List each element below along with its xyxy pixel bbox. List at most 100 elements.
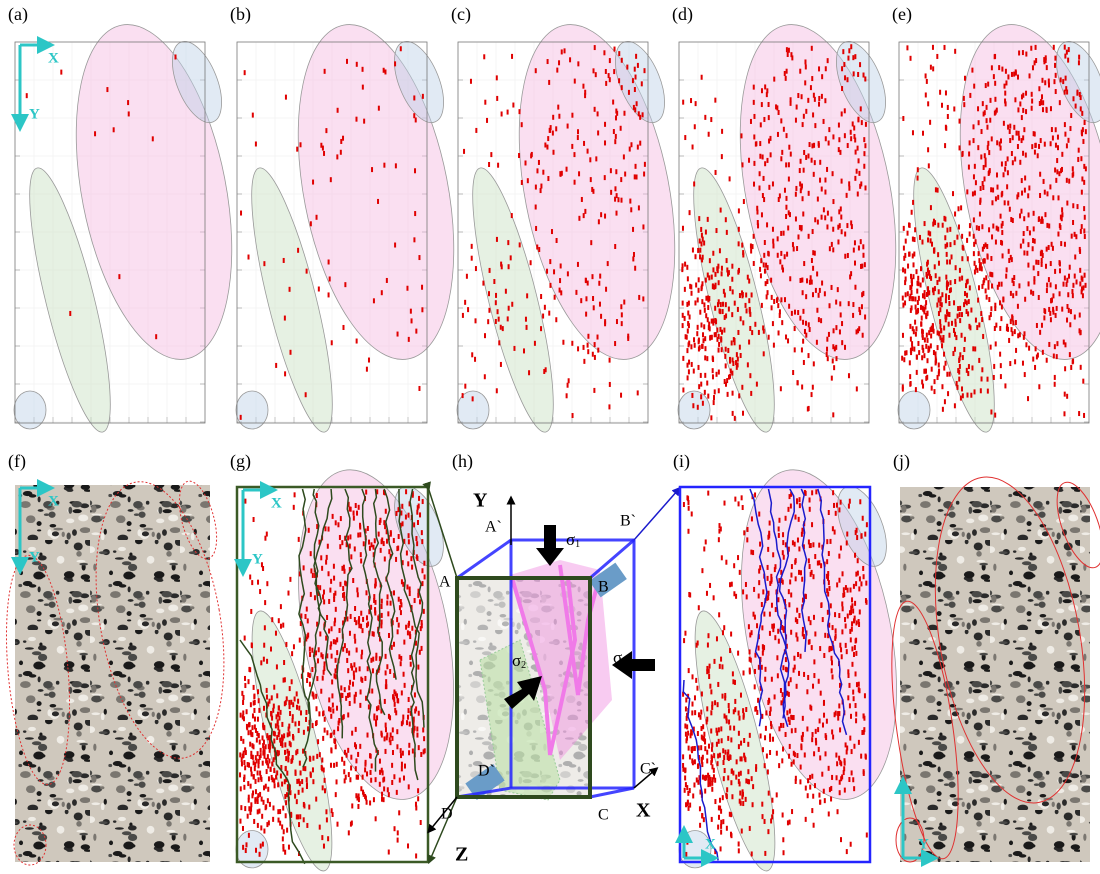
- event-dot: [742, 801, 744, 806]
- event-dot: [408, 513, 410, 518]
- event-dot: [1036, 323, 1038, 328]
- event-dot: [385, 727, 387, 732]
- event-dot: [734, 416, 736, 421]
- event-dot: [248, 833, 250, 838]
- event-dot: [987, 255, 989, 260]
- event-dot: [921, 240, 923, 245]
- event-dot: [732, 411, 734, 416]
- event-dot: [694, 759, 696, 764]
- event-dot: [781, 758, 783, 763]
- event-dot: [345, 775, 347, 780]
- event-dot: [934, 286, 936, 291]
- event-dot: [925, 300, 927, 305]
- event-dot: [865, 598, 867, 603]
- event-dot: [1026, 226, 1028, 231]
- event-dot: [1011, 151, 1013, 156]
- event-dot: [475, 128, 477, 133]
- event-dot: [827, 58, 829, 63]
- event-dot: [860, 239, 862, 244]
- event-dot: [287, 591, 289, 596]
- event-dot: [549, 259, 551, 264]
- event-dot: [995, 341, 997, 346]
- event-dot: [970, 393, 972, 398]
- event-dot: [732, 289, 734, 294]
- event-dot: [932, 66, 934, 71]
- event-dot: [399, 605, 401, 610]
- event-dot: [500, 362, 502, 367]
- event-dot: [908, 222, 910, 227]
- event-dot: [689, 593, 691, 598]
- event-dot: [362, 85, 364, 90]
- event-dot: [1056, 306, 1058, 311]
- event-dot: [748, 340, 750, 345]
- event-dot: [785, 335, 787, 340]
- event-dot: [1069, 322, 1071, 327]
- event-dot: [1013, 125, 1015, 130]
- event-dot: [832, 247, 834, 252]
- panel-label: (c): [451, 4, 471, 25]
- event-dot: [422, 499, 424, 504]
- event-dot: [353, 511, 355, 516]
- event-dot: [1033, 265, 1035, 270]
- event-dot: [26, 93, 28, 98]
- event-dot: [486, 118, 488, 123]
- event-dot: [771, 305, 773, 310]
- event-dot: [816, 340, 818, 345]
- event-dot: [331, 808, 333, 813]
- event-dot: [916, 289, 918, 294]
- event-dot: [561, 49, 563, 54]
- event-dot: [360, 677, 362, 682]
- event-dot: [711, 747, 713, 752]
- event-dot: [383, 520, 385, 525]
- event-dot: [1004, 91, 1006, 96]
- event-dot: [392, 727, 394, 732]
- event-dot: [914, 227, 916, 232]
- event-dot: [832, 227, 834, 232]
- event-dot: [795, 186, 797, 191]
- event-dot: [808, 539, 810, 544]
- event-dot: [788, 589, 790, 594]
- event-dot: [335, 744, 337, 749]
- event-dot: [831, 775, 833, 780]
- event-dot: [822, 723, 824, 728]
- event-dot: [718, 739, 720, 744]
- event-dot: [569, 57, 571, 62]
- event-dot: [281, 782, 283, 787]
- event-dot: [284, 742, 286, 747]
- event-dot: [567, 124, 569, 129]
- event-dot: [472, 396, 474, 401]
- event-dot: [734, 699, 736, 704]
- event-dot: [322, 785, 324, 790]
- event-dot: [281, 743, 283, 748]
- event-dot: [1080, 365, 1082, 370]
- event-dot: [1080, 229, 1082, 234]
- event-dot: [336, 706, 338, 711]
- event-dot: [714, 700, 716, 705]
- event-dot: [1067, 58, 1069, 63]
- event-dot: [400, 656, 402, 661]
- event-dot: [818, 66, 820, 71]
- event-dot: [1066, 178, 1068, 183]
- event-dot: [620, 126, 622, 131]
- event-dot: [466, 274, 468, 279]
- event-dot: [688, 668, 690, 673]
- event-dot: [1079, 247, 1081, 252]
- event-dot: [253, 708, 255, 713]
- event-dot: [824, 178, 826, 183]
- event-dot: [374, 600, 376, 605]
- event-dot: [701, 299, 703, 304]
- event-dot: [925, 376, 927, 381]
- event-dot: [803, 672, 805, 677]
- event-dot: [365, 795, 367, 800]
- event-dot: [926, 79, 928, 84]
- event-dot: [416, 726, 418, 731]
- event-dot: [577, 61, 579, 66]
- event-dot: [335, 658, 337, 663]
- event-dot: [328, 599, 330, 604]
- event-dot: [849, 629, 851, 634]
- event-dot: [1023, 250, 1025, 255]
- event-dot: [242, 739, 244, 744]
- event-dot: [323, 151, 325, 156]
- event-dot: [985, 83, 987, 88]
- event-dot: [777, 673, 779, 678]
